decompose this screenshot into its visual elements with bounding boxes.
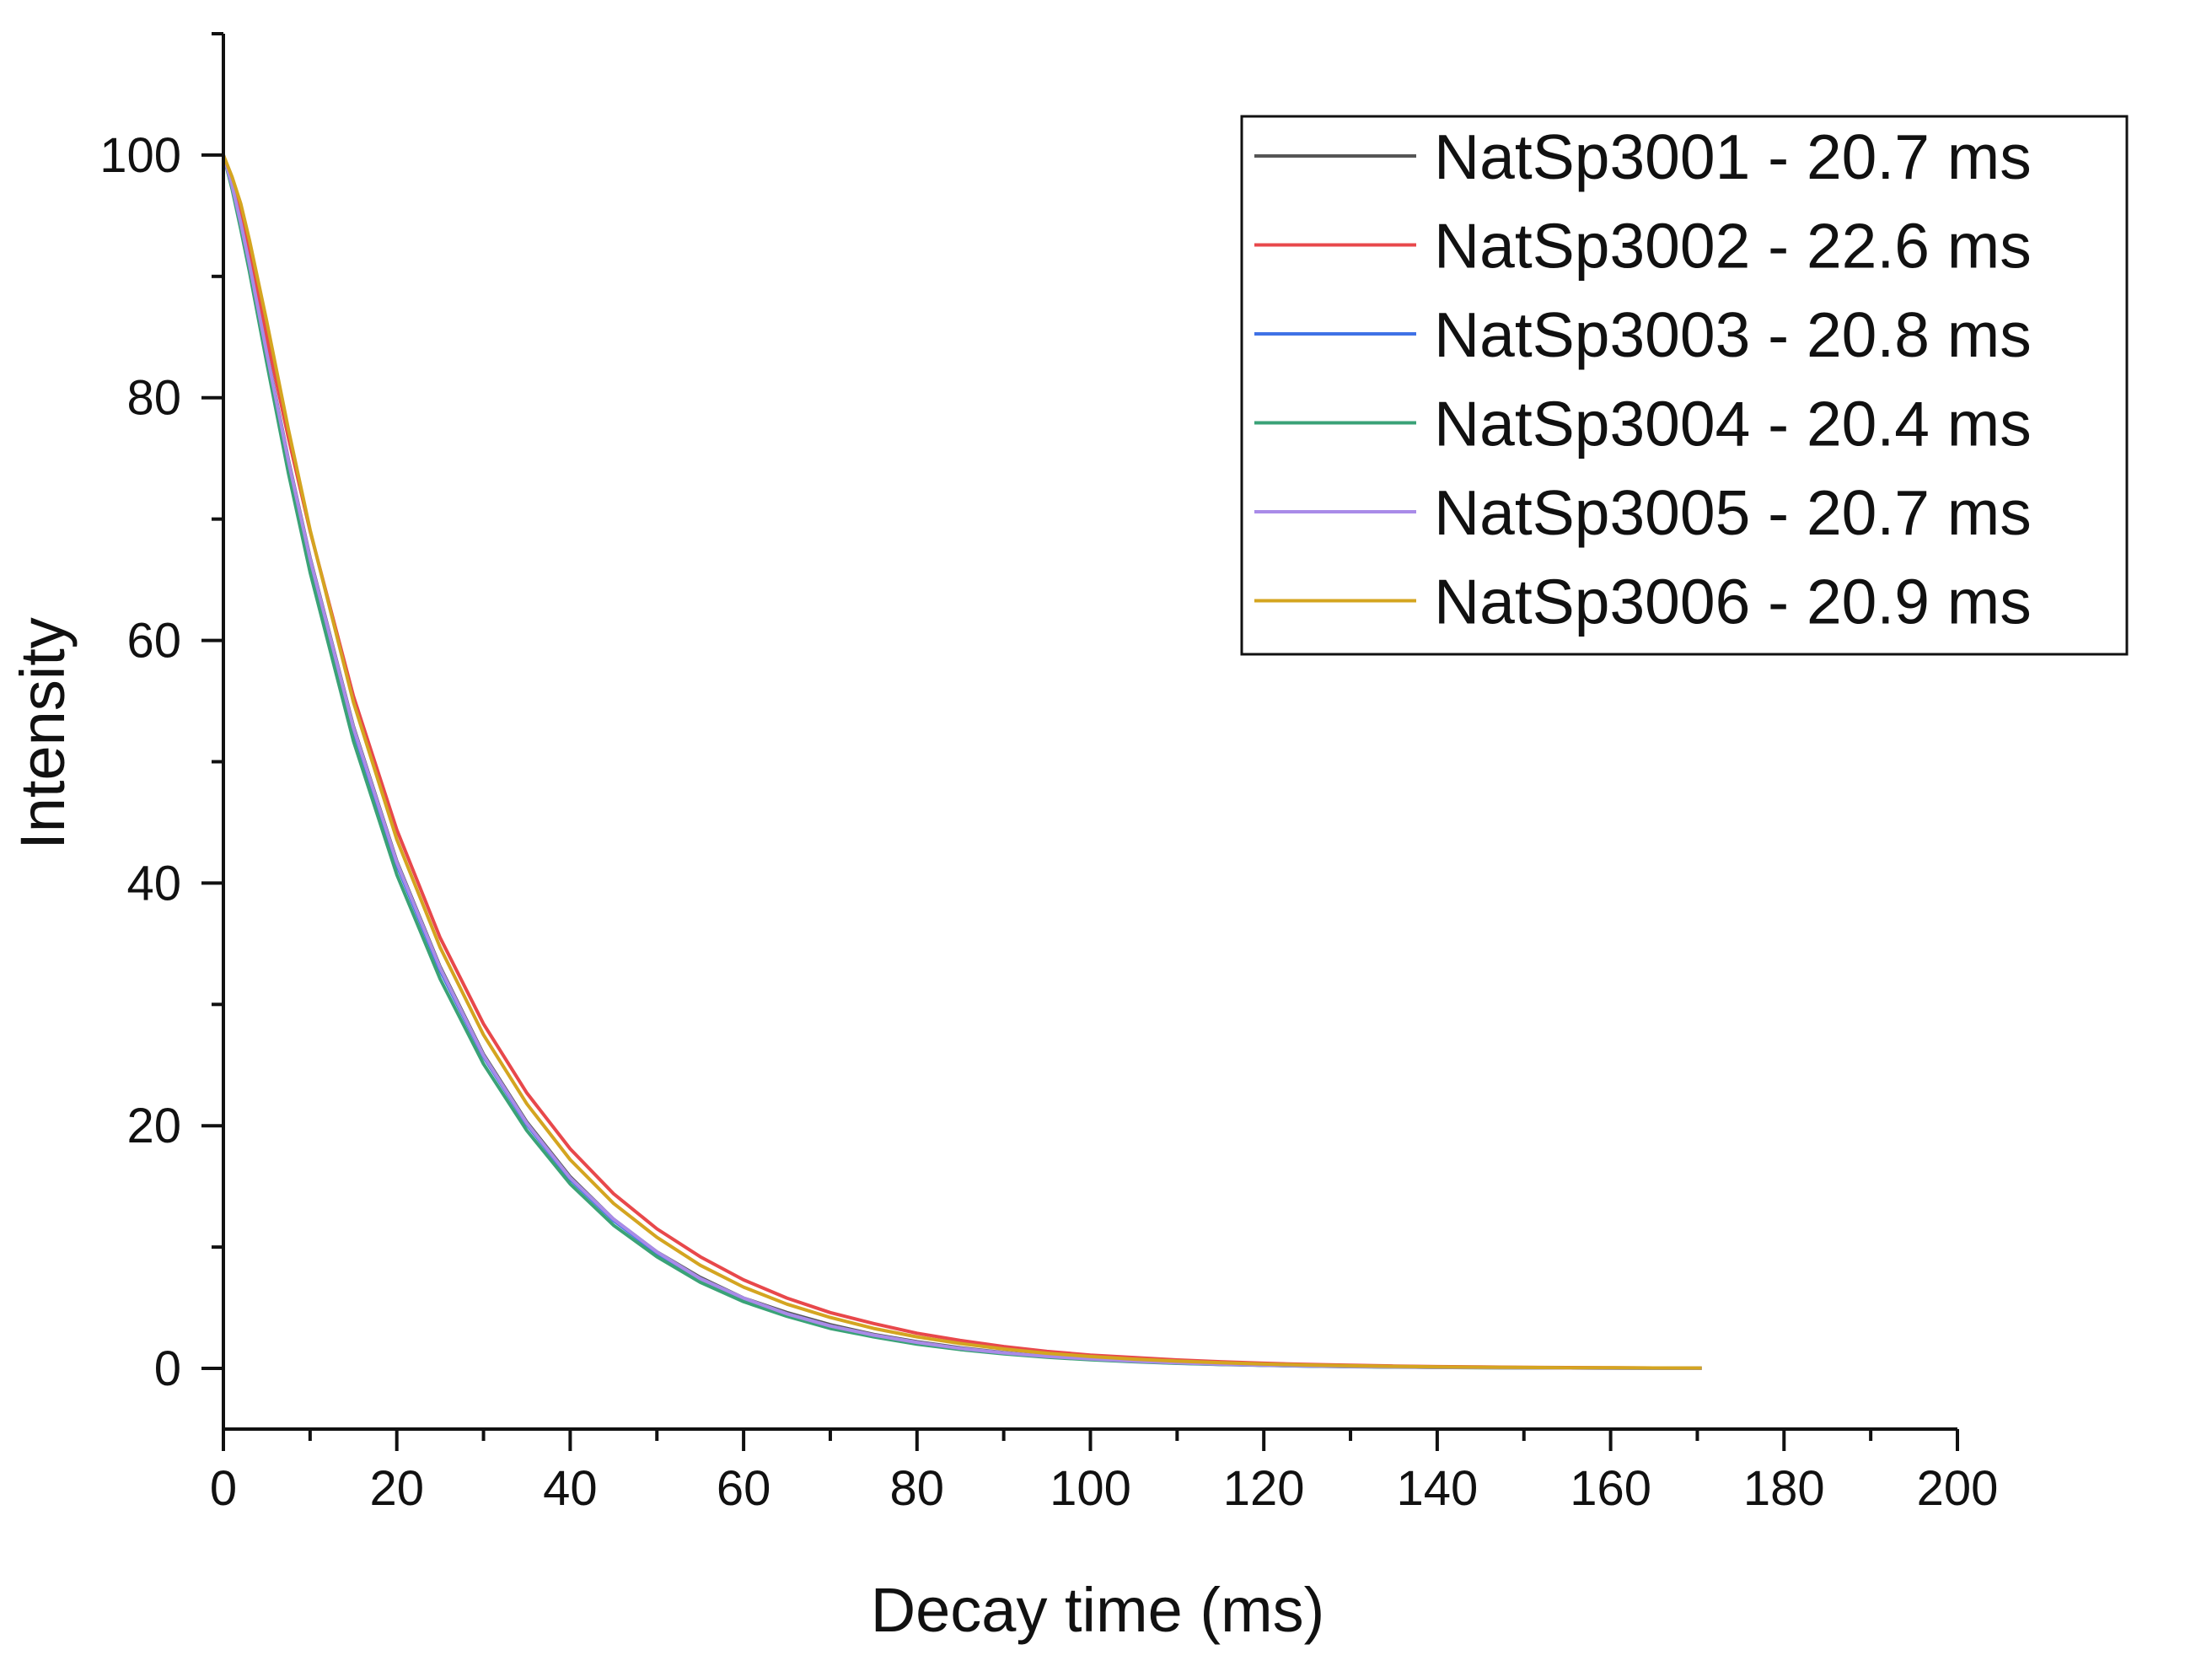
y-tick-label: 60 xyxy=(126,614,181,669)
ticks-layer: 0 20 40 60 80 100 120 140 160 180 200 0 20 40 60 80 100 xyxy=(99,32,1999,1516)
x-tick-label: 80 xyxy=(890,1461,945,1516)
y-tick-label: 20 xyxy=(126,1099,181,1153)
legend-box xyxy=(1240,115,2129,656)
x-tick-label: 140 xyxy=(1397,1461,1479,1516)
y-tick-label: 40 xyxy=(126,856,181,911)
y-tick-label: 0 xyxy=(154,1341,181,1396)
y-tick-label: 80 xyxy=(126,371,181,426)
legend-label: NatSp3004 - 20.4 ms xyxy=(1434,389,2032,459)
legend-label: NatSp3006 - 20.9 ms xyxy=(1434,567,2032,637)
x-axis-title: Decay time (ms) xyxy=(871,1575,1325,1645)
legend: NatSp3001 - 20.7 ms NatSp3002 - 22.6 ms Na… xyxy=(1240,115,2129,656)
x-tick-label: 120 xyxy=(1223,1461,1305,1516)
y-tick-label: 100 xyxy=(99,128,181,183)
x-tick-label: 40 xyxy=(543,1461,598,1516)
x-tick-label: 60 xyxy=(717,1461,771,1516)
x-tick-label: 160 xyxy=(1570,1461,1651,1516)
legend-label: NatSp3005 - 20.7 ms xyxy=(1434,477,2032,548)
x-tick-label: 180 xyxy=(1743,1461,1825,1516)
x-tick-label: 0 xyxy=(210,1461,237,1516)
legend-label: NatSp3003 - 20.8 ms xyxy=(1434,299,2032,370)
series-line xyxy=(222,154,1702,1370)
legend-label: NatSp3002 - 22.6 ms xyxy=(1434,211,2032,282)
x-tick-label: 200 xyxy=(1917,1461,1999,1516)
series-layer xyxy=(222,154,1702,1370)
x-tick-label: 20 xyxy=(369,1461,424,1516)
y-axis-title: Intensity xyxy=(8,617,78,850)
legend-label: NatSp3001 - 20.7 ms xyxy=(1434,121,2032,192)
x-tick-label: 100 xyxy=(1050,1461,1131,1516)
